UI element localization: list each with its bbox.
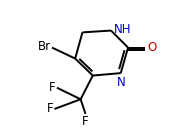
Text: F: F bbox=[49, 81, 55, 94]
Text: F: F bbox=[46, 102, 53, 116]
Text: F: F bbox=[82, 115, 89, 128]
Text: NH: NH bbox=[114, 23, 132, 36]
Text: N: N bbox=[117, 76, 126, 89]
Text: O: O bbox=[147, 41, 156, 54]
Text: Br: Br bbox=[37, 40, 51, 53]
